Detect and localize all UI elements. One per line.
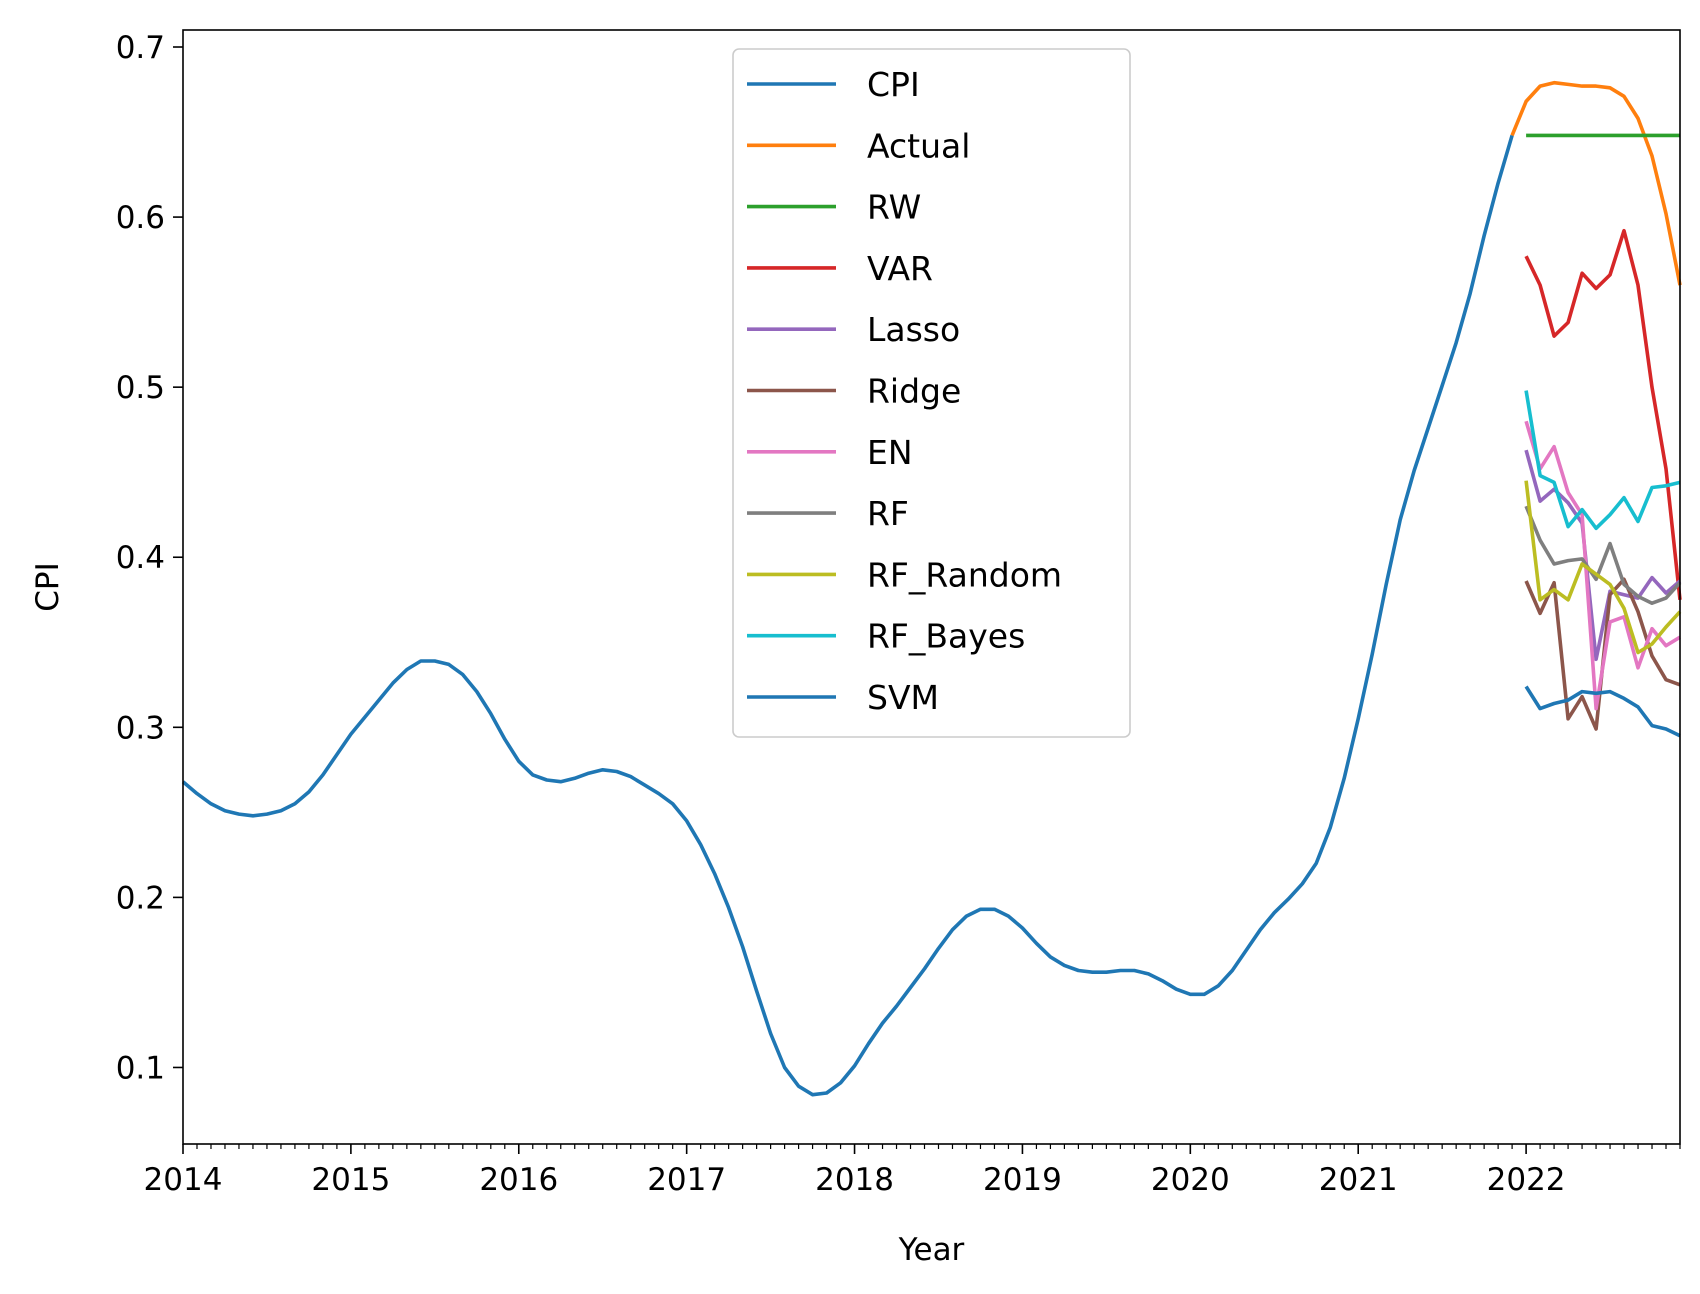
y-axis: 0.1 0.2 0.3 0.4 0.5 0.6 0.7 [116, 30, 183, 1086]
y-tick-label: 0.3 [116, 710, 165, 746]
legend-label: RF [867, 494, 909, 533]
series-line-lasso [1524, 449, 1682, 662]
x-tick-label: 2018 [815, 1162, 894, 1198]
legend-label: RF_Bayes [867, 617, 1025, 656]
legend-label: Actual [867, 126, 970, 165]
y-tick-label: 0.7 [116, 30, 165, 66]
series-line-rf-random [1524, 480, 1682, 655]
x-tick-label: 2022 [1487, 1162, 1566, 1198]
y-tick-label: 0.1 [116, 1050, 165, 1086]
legend-box [732, 48, 1131, 738]
x-tick-label: 2017 [647, 1162, 726, 1198]
y-tick-label: 0.2 [116, 880, 165, 916]
legend-label: RW [867, 188, 921, 227]
legend-label: EN [867, 433, 913, 472]
x-axis-title: Year [898, 1232, 965, 1268]
series-line-svm [1524, 685, 1681, 738]
legend-label: VAR [867, 249, 933, 288]
series-line-rf [1524, 505, 1682, 606]
legend-label: RF_Random [867, 555, 1062, 594]
x-tick-label: 2014 [144, 1162, 223, 1198]
x-tick-label: 2020 [1151, 1162, 1230, 1198]
series-line-rf-bayes [1524, 390, 1681, 531]
x-tick-label: 2019 [983, 1162, 1062, 1198]
x-tick-label: 2021 [1319, 1162, 1398, 1198]
plot-frame [182, 29, 1681, 1145]
y-axis-title: CPI [30, 562, 66, 611]
legend-label: Ridge [867, 372, 961, 411]
series-layer [181, 80, 1682, 1097]
x-tick-label: 2016 [479, 1162, 558, 1198]
x-tick-label: 2015 [311, 1162, 390, 1198]
legend-label: Lasso [867, 310, 960, 349]
y-tick-label: 0.5 [116, 370, 165, 406]
legend-label: SVM [867, 678, 939, 717]
series-line-cpi [181, 134, 1514, 1097]
y-tick-label: 0.4 [116, 540, 165, 576]
legend-label: CPI [867, 65, 920, 104]
legend: CPI Actual RW VAR Lasso Ridge EN RF RF_Random RF_… [732, 48, 1131, 738]
series-line-var [1524, 228, 1682, 600]
x-axis: 2014 2015 2016 2017 2018 2019 2020 2021 2022 [144, 1144, 1681, 1198]
y-tick-label: 0.6 [116, 200, 165, 236]
series-line-actual [1510, 80, 1682, 286]
series-line-en [1524, 420, 1681, 711]
